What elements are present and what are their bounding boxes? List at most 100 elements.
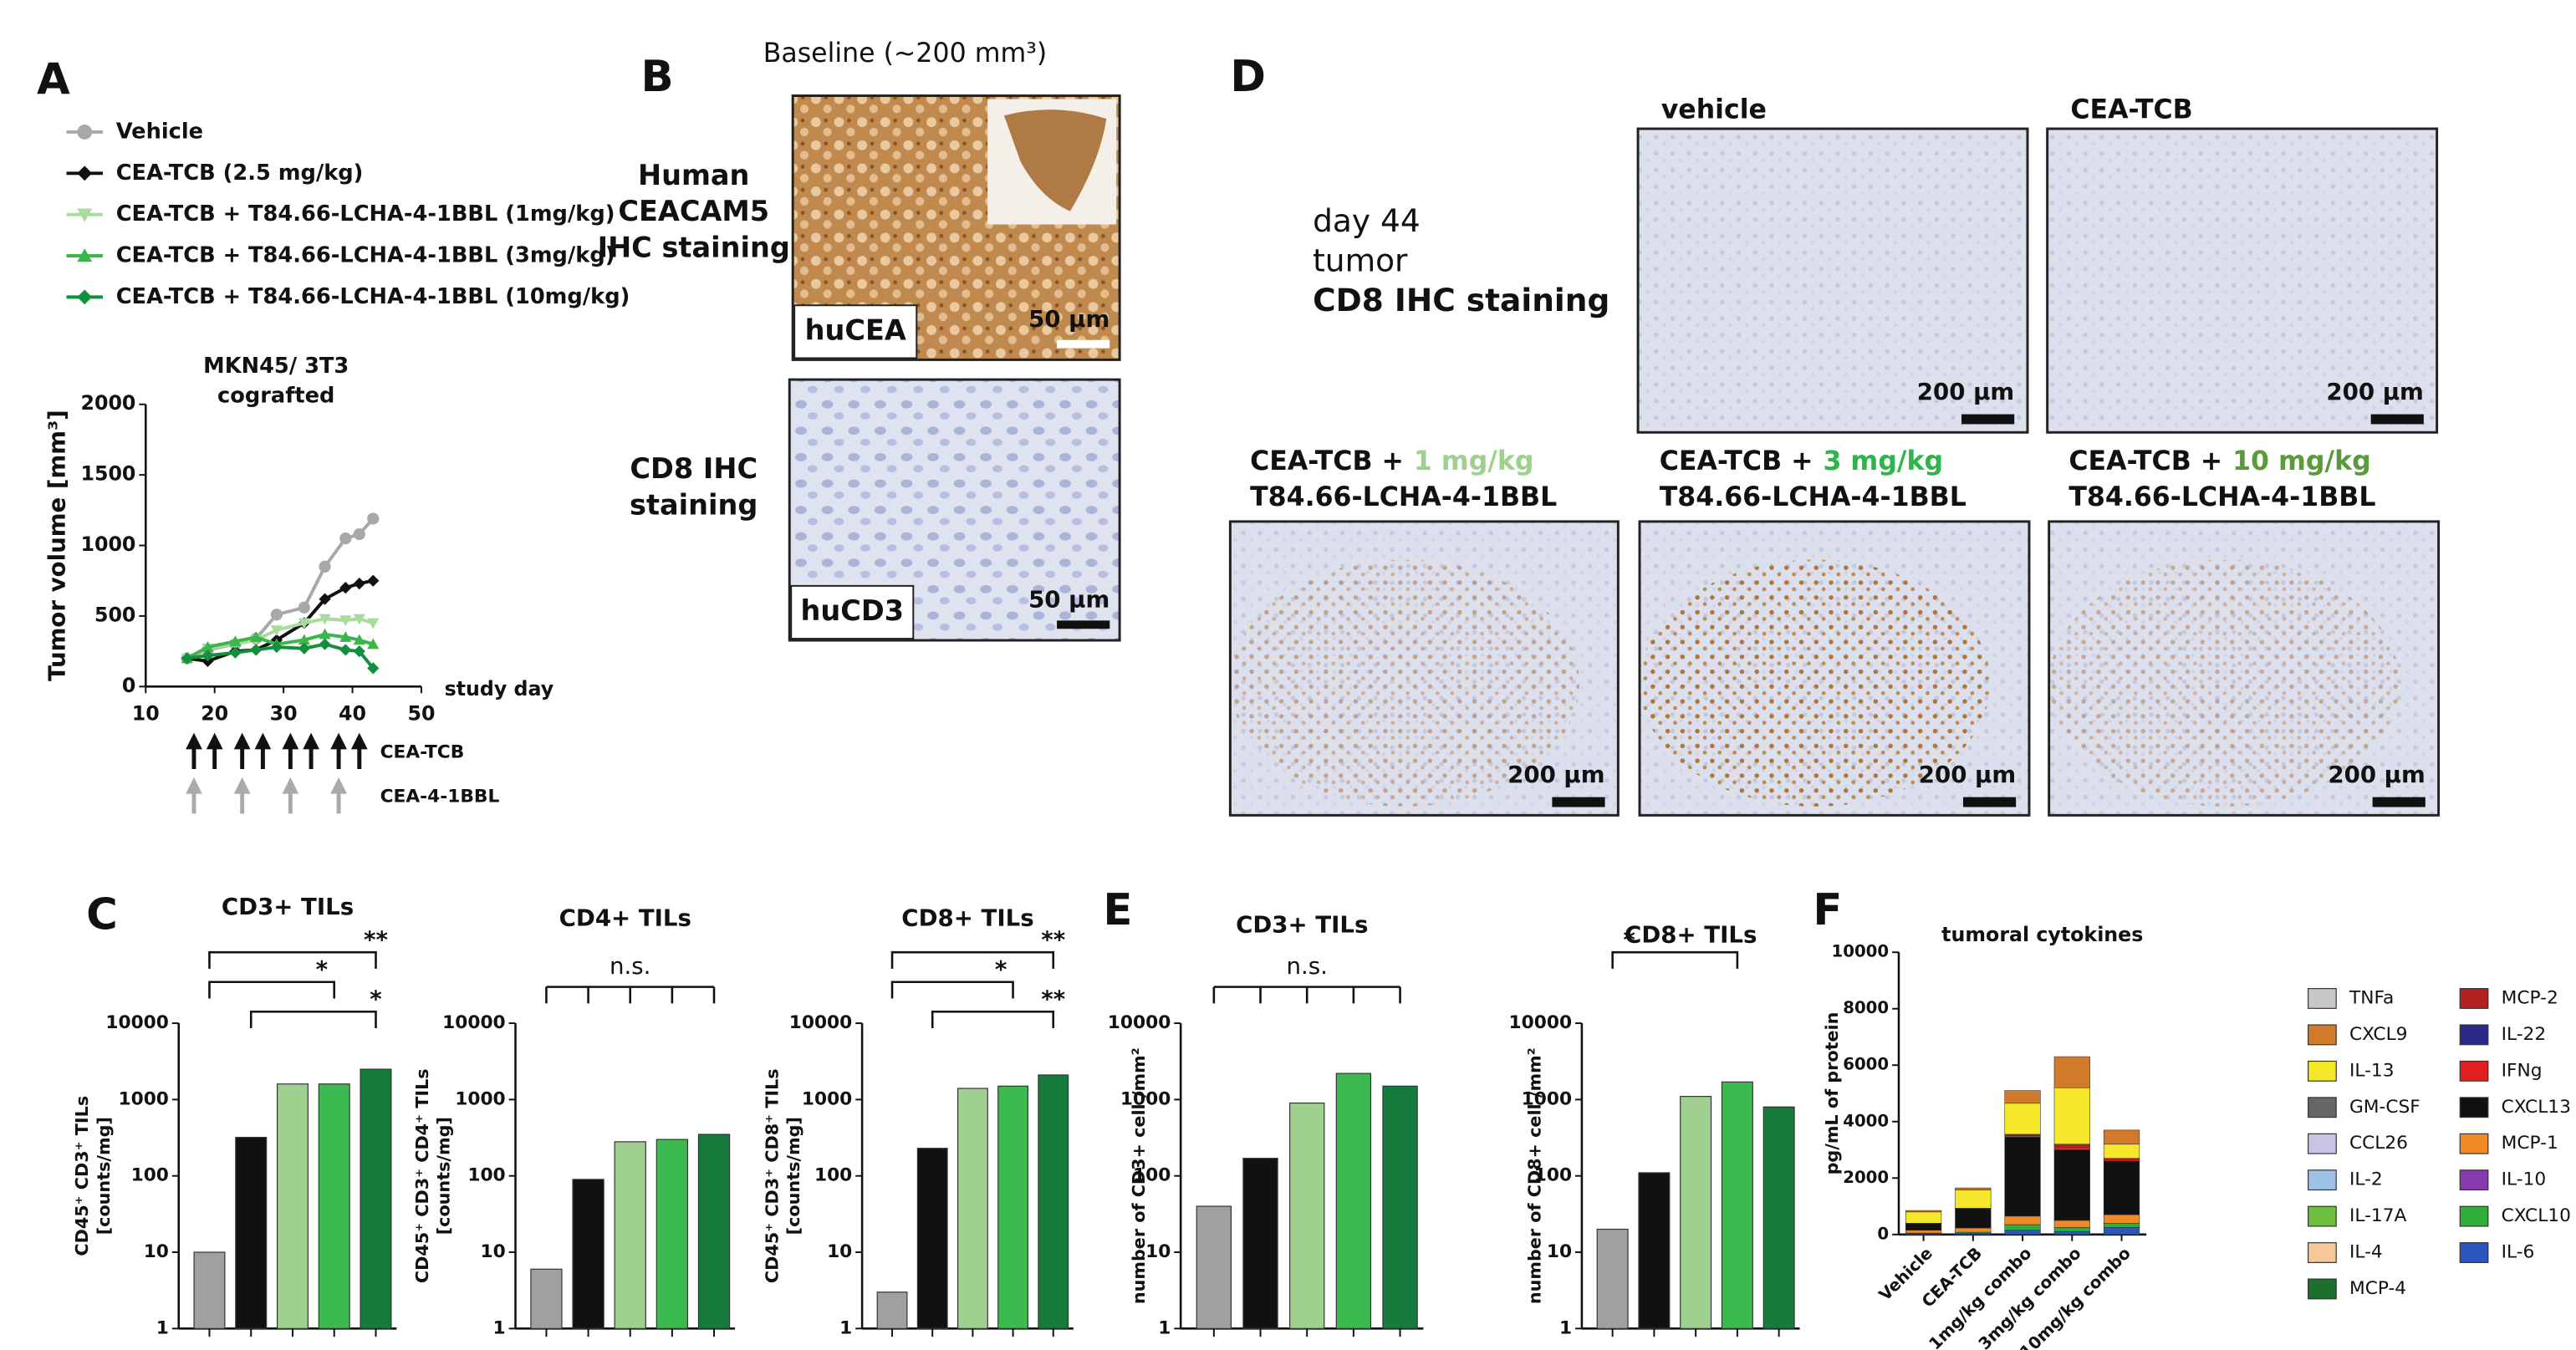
dose: 10 mg/kg xyxy=(2232,446,2371,476)
image-title: CEA-TCB + 1 mg/kg xyxy=(1250,446,1533,476)
y-tick-label: 1 xyxy=(1158,1317,1171,1338)
data-point xyxy=(250,631,263,642)
dose-arrow xyxy=(330,732,347,770)
data-point xyxy=(201,640,214,652)
chart-title: tumoral cytokines xyxy=(1941,923,2143,946)
bar xyxy=(1289,1102,1325,1329)
bracket xyxy=(208,981,336,999)
bar-segment xyxy=(2053,1056,2090,1088)
y-axis-label: CD45⁺ CD3⁺ TILs xyxy=(72,1096,92,1256)
y-tick-label: 10000 xyxy=(1108,1012,1171,1033)
y-tick-label: 10 xyxy=(480,1241,505,1262)
legend-swatch xyxy=(2459,1060,2489,1082)
bar xyxy=(1242,1158,1278,1329)
bar-segment xyxy=(2004,1230,2041,1235)
arrow-head xyxy=(282,732,299,750)
legend-label: TNFa xyxy=(2349,987,2394,1008)
legend-label: CEA-TCB + T84.66-LCHA-4-1BBL (3mg/kg) xyxy=(116,243,615,268)
data-point xyxy=(229,635,242,646)
legend-label: IL-10 xyxy=(2502,1169,2547,1190)
legend-label: IL-17A xyxy=(2349,1205,2407,1226)
data-point xyxy=(229,646,242,659)
bar-segment xyxy=(1905,1222,1942,1231)
bar xyxy=(360,1068,392,1329)
legend-label: CXCL9 xyxy=(2349,1024,2408,1045)
data-point xyxy=(339,644,352,656)
bar xyxy=(572,1179,604,1329)
y-tick-label: 1 xyxy=(1559,1317,1572,1338)
scale-bar xyxy=(2372,797,2426,807)
bar xyxy=(655,1139,689,1329)
legend-label: CEA-TCB + T84.66-LCHA-4-1BBL (10mg/kg) xyxy=(116,284,630,309)
data-point xyxy=(367,662,380,675)
stain-label: staining xyxy=(630,489,757,522)
legend-label: IL-6 xyxy=(2502,1242,2535,1263)
cd8-staining xyxy=(2048,559,2400,807)
y-tick-label: 1500 xyxy=(80,462,135,486)
y-axis-label: number of CD8+ cell /mm² xyxy=(1525,1047,1545,1304)
panel-title: Baseline (~200 mm³) xyxy=(763,38,1048,69)
panel-label: D xyxy=(1230,52,1266,102)
y-tick-label: 10000 xyxy=(442,1012,506,1033)
arrow-head xyxy=(233,777,251,794)
y-axis-label: pg/mL of protein xyxy=(1822,1012,1842,1175)
data-point xyxy=(319,614,331,625)
data-point xyxy=(319,628,331,639)
bar xyxy=(1721,1081,1753,1329)
legend-swatch xyxy=(2308,1060,2337,1082)
y-tick-label: 10 xyxy=(827,1241,852,1262)
legend-label: CXCL10 xyxy=(2502,1205,2571,1226)
scale-label: 50 µm xyxy=(1028,586,1109,614)
scale-bar xyxy=(1057,339,1110,349)
bracket xyxy=(208,950,377,969)
y-tick-label: 1000 xyxy=(1522,1088,1572,1109)
legend-swatch xyxy=(2459,1205,2489,1227)
legend-marker xyxy=(77,289,93,305)
panel-label: F xyxy=(1813,885,1842,935)
data-point xyxy=(367,512,380,525)
bar xyxy=(1335,1072,1372,1329)
image-title: CEA-TCB xyxy=(2070,94,2192,125)
legend-label: MCP-4 xyxy=(2349,1278,2406,1299)
bar-segment xyxy=(2004,1090,2041,1104)
bar-segment xyxy=(2103,1227,2140,1235)
arrow-head xyxy=(186,777,202,794)
y-tick-label: 1 xyxy=(156,1317,169,1338)
legend-label: MCP-2 xyxy=(2502,987,2558,1008)
series-line xyxy=(186,642,375,670)
data-point xyxy=(319,560,331,573)
scale-bar xyxy=(2370,414,2424,425)
bar-segment xyxy=(1905,1210,1942,1213)
scale-bar xyxy=(1057,620,1110,629)
legend-label: MCP-1 xyxy=(2502,1133,2558,1154)
bar-segment xyxy=(1955,1190,1992,1209)
drug-name: T84.66-LCHA-4-1BBL xyxy=(1250,482,1557,512)
y-axis-label: number of CD3+ cell /mm² xyxy=(1129,1047,1149,1304)
x-tick-label: 50 xyxy=(407,701,435,725)
y-tick-label: 10000 xyxy=(789,1012,853,1033)
legend-marker xyxy=(77,208,93,222)
dose-arrow xyxy=(282,732,299,770)
dose-arrow xyxy=(350,732,368,770)
image-frame xyxy=(2046,127,2439,434)
legend-swatch xyxy=(2459,1024,2489,1046)
bar-segment xyxy=(2103,1214,2140,1224)
significance: n.s. xyxy=(1286,952,1327,980)
bar xyxy=(1196,1205,1232,1329)
data-point xyxy=(353,577,365,590)
y-tick-label: 10000 xyxy=(1831,942,1889,961)
panel-label: B xyxy=(641,52,674,102)
arrow-head xyxy=(254,732,272,750)
bar-segment xyxy=(2053,1227,2090,1232)
scale-bar xyxy=(1963,797,2017,807)
chart-title: CD8+ TILs xyxy=(901,904,1033,932)
bar xyxy=(193,1251,226,1329)
chart-title: CD8+ TILs xyxy=(1625,920,1757,948)
legend-label: CXCL13 xyxy=(2502,1097,2571,1118)
data-point xyxy=(367,618,380,629)
dose-arrow xyxy=(282,777,299,814)
data-point xyxy=(353,645,365,658)
data-point xyxy=(339,615,352,627)
data-point xyxy=(181,652,193,665)
stain-label: Human xyxy=(638,159,749,191)
